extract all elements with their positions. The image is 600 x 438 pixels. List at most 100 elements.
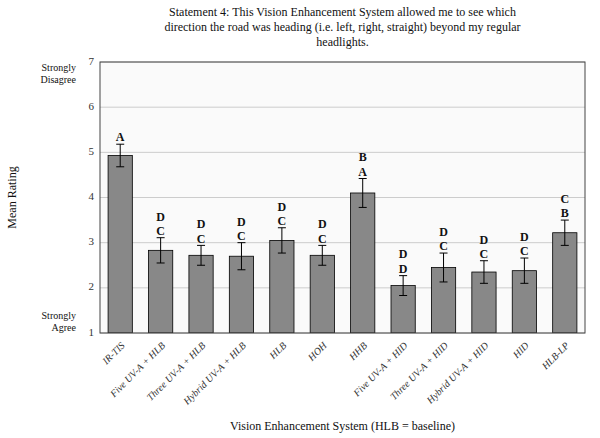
group-letter: A	[358, 165, 367, 179]
group-letter: D	[520, 230, 529, 244]
error-cap	[520, 283, 528, 284]
group-letter: D	[197, 217, 206, 231]
group-letter: D	[237, 215, 246, 229]
title-line: direction the road was heading (i.e. lef…	[164, 20, 520, 34]
x-tick-label: HLB-LP	[539, 340, 571, 372]
scale-annotation: StronglyDisagree	[40, 62, 76, 85]
x-axis-label: Vision Enhancement System (HLB = baselin…	[230, 419, 455, 433]
error-line	[483, 261, 484, 284]
bar	[351, 193, 375, 333]
error-line	[281, 228, 282, 253]
error-line	[241, 243, 242, 270]
annotation-line: Agree	[52, 322, 77, 333]
bar	[189, 255, 213, 333]
x-tick-label: Hybrid UV-A + HID	[424, 339, 491, 406]
bar	[270, 240, 294, 333]
error-line	[322, 245, 323, 265]
x-tick-label: HOH	[305, 339, 329, 363]
error-cap	[561, 245, 569, 246]
error-bar	[157, 238, 165, 263]
bar	[108, 155, 132, 333]
y-tick-label: 6	[89, 100, 95, 112]
group-letter: C	[439, 239, 448, 253]
title: Statement 4: This Vision Enhancement Sys…	[164, 5, 520, 49]
y-tick-label: 7	[89, 55, 95, 67]
group-letter: B	[359, 150, 367, 164]
error-cap	[116, 166, 124, 167]
x-tick-label: Hybrid UV-A + HLB	[180, 340, 248, 408]
group-letter: D	[480, 233, 489, 247]
scale-annotation: StronglyAgree	[42, 310, 77, 333]
grid-line	[100, 197, 585, 198]
y-tick-label: 1	[89, 326, 95, 338]
chart: 1234567ADCDCDCDCDCBADDDCDCDCCBIR-TISFive…	[0, 0, 600, 438]
plot-background	[100, 62, 585, 333]
x-tick-label: IR-TIS	[99, 340, 126, 367]
error-cap	[278, 253, 286, 254]
error-cap	[399, 295, 407, 296]
error-line	[403, 276, 404, 296]
group-letter: C	[156, 224, 165, 238]
group-letter: D	[399, 262, 408, 276]
error-cap	[440, 281, 448, 282]
group-letter: C	[197, 232, 206, 246]
error-line	[160, 238, 161, 263]
x-tick-label: HLB	[267, 340, 289, 362]
group-letter: D	[278, 200, 287, 214]
annotation-line: Disagree	[40, 74, 76, 85]
group-letter: C	[560, 192, 569, 206]
group-letter: C	[480, 247, 489, 261]
y-tick-label: 4	[89, 190, 95, 202]
error-bar	[399, 276, 407, 296]
error-cap	[197, 265, 205, 266]
bar	[149, 250, 173, 333]
grid-line	[100, 107, 585, 108]
error-line	[564, 220, 565, 245]
y-tick-label: 2	[89, 280, 95, 292]
error-bar	[237, 243, 245, 270]
y-axis-label: Mean Rating	[5, 166, 19, 228]
group-letter: D	[399, 247, 408, 261]
error-line	[362, 179, 363, 208]
group-letter: C	[520, 244, 529, 258]
title-line: Statement 4: This Vision Enhancement Sys…	[169, 5, 516, 19]
error-bar	[318, 245, 326, 265]
error-cap	[237, 269, 245, 270]
group-letter: A	[116, 130, 125, 144]
grid-line	[100, 152, 585, 153]
error-bar	[440, 253, 448, 282]
error-line	[201, 245, 202, 265]
plot-frame	[100, 62, 585, 333]
error-bar	[480, 261, 488, 284]
error-cap	[480, 283, 488, 284]
error-line	[443, 253, 444, 282]
group-letter: B	[561, 206, 569, 220]
group-letter: D	[156, 210, 165, 224]
group-letter: C	[318, 232, 327, 246]
error-bar	[520, 258, 528, 283]
bars	[108, 144, 577, 333]
error-cap	[318, 265, 326, 266]
error-cap	[359, 207, 367, 208]
error-line	[120, 144, 121, 167]
bar	[553, 233, 577, 333]
group-letter: D	[439, 225, 448, 239]
grid-line	[100, 242, 585, 243]
annotation-line: Strongly	[42, 310, 76, 321]
error-bar	[116, 144, 124, 167]
error-line	[524, 258, 525, 283]
y-tick-label: 5	[89, 145, 95, 157]
error-bar	[278, 228, 286, 253]
group-letter: C	[278, 214, 287, 228]
title-line: headlights.	[316, 35, 368, 49]
error-cap	[157, 262, 165, 263]
annotation-line: Strongly	[42, 62, 76, 73]
error-bar	[197, 245, 205, 265]
x-tick-label: HHB	[346, 340, 369, 363]
error-bar	[359, 179, 367, 208]
group-letter: D	[318, 217, 327, 231]
error-bar	[561, 220, 569, 245]
group-letter: C	[237, 229, 246, 243]
x-tick-label: HID	[510, 339, 532, 361]
bar	[310, 255, 334, 333]
